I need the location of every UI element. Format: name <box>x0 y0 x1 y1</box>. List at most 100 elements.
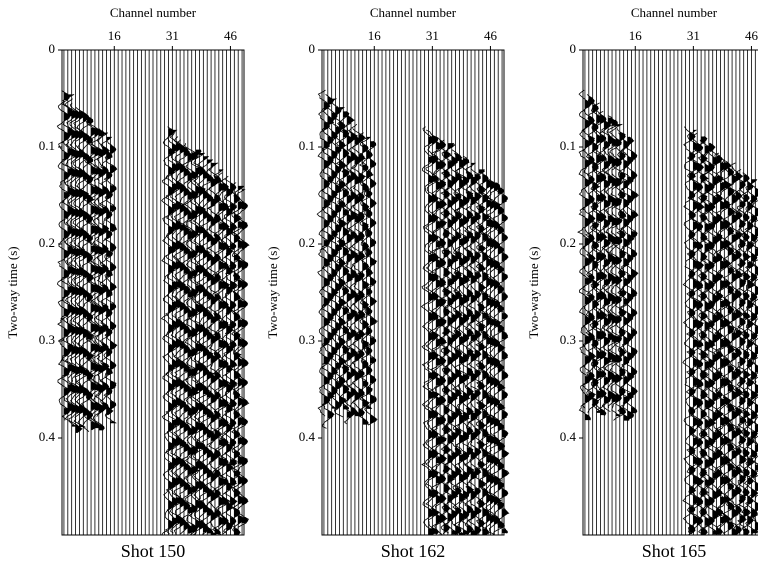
wiggle-fill <box>623 140 630 421</box>
wiggle-fill <box>604 121 611 416</box>
wiggle-fill <box>447 143 454 534</box>
wiggle <box>103 141 118 424</box>
wiggle <box>483 179 499 534</box>
wiggle-fill <box>370 141 377 424</box>
y-tick-label: 0.3 <box>299 332 315 347</box>
wiggle-fill <box>191 152 198 533</box>
plot-frame <box>321 49 505 536</box>
wiggle-fill <box>339 107 346 418</box>
wiggle-fill <box>612 119 618 402</box>
wiggle <box>689 132 705 534</box>
wiggle-fill <box>94 128 101 429</box>
wiggle <box>215 172 231 536</box>
wiggle-fill <box>366 136 373 409</box>
wiggle-fill <box>218 169 225 526</box>
wiggle-fill <box>600 115 607 416</box>
wiggle <box>222 178 238 534</box>
wiggle <box>732 169 747 534</box>
wiggle-fill <box>502 195 509 534</box>
wiggle-fill <box>728 167 735 530</box>
x-tick-label: 31 <box>687 28 700 43</box>
x-tick-label: 46 <box>745 28 758 43</box>
x-tick-label: 46 <box>224 28 238 43</box>
wiggle-fill <box>102 132 109 411</box>
wiggle-fill <box>242 189 249 524</box>
wiggle-fill <box>354 124 361 417</box>
wiggle-fill <box>327 96 334 419</box>
wiggle <box>340 115 355 418</box>
wiggle-fill <box>751 179 758 534</box>
wiggle-fill <box>351 119 357 416</box>
wiggle-fill <box>619 132 626 415</box>
wiggle <box>751 185 758 524</box>
y-tick-label: 0.2 <box>560 235 576 250</box>
y-tick-label: 0.1 <box>39 138 55 153</box>
y-tick-label: 0.1 <box>299 138 315 153</box>
wiggle-fill <box>234 182 241 535</box>
wiggle <box>701 142 717 534</box>
wiggle-fill <box>743 174 750 535</box>
wiggle-fill <box>207 159 214 534</box>
y-axis-label: Two-way time (s) <box>5 246 20 338</box>
panel: Channel number Shot 165 Two-way time (s) 16… <box>526 5 758 561</box>
wiggle-fill <box>343 111 350 410</box>
y-tick-label: 0.4 <box>39 429 56 444</box>
y-tick-label: 0 <box>49 41 56 56</box>
y-tick-label: 0.4 <box>560 429 577 444</box>
wiggle-fill <box>467 159 474 534</box>
wiggle-fill <box>443 139 450 532</box>
y-tick-label: 0.2 <box>39 235 55 250</box>
wiggle <box>335 111 350 410</box>
wiggle <box>740 175 755 535</box>
wiggle-fill <box>230 183 237 526</box>
wiggle-fill <box>203 156 210 533</box>
wiggle <box>581 94 597 409</box>
wiggle-fill <box>471 162 478 535</box>
wiggle-fill <box>172 129 179 526</box>
wiggle-fill <box>362 132 369 425</box>
x-tick-label: 46 <box>484 28 498 43</box>
y-axis-label: Two-way time (s) <box>526 246 541 338</box>
wiggle-fill <box>704 145 711 526</box>
x-axis-label: Channel number <box>370 5 457 20</box>
wiggle <box>601 115 616 413</box>
wiggle <box>428 133 444 534</box>
wiggle-fill <box>494 182 501 525</box>
wiggle <box>459 159 475 534</box>
wiggle <box>211 169 227 534</box>
y-tick-label: 0 <box>570 41 577 56</box>
wiggle-fill <box>474 174 481 535</box>
wiggle-fill <box>195 149 202 528</box>
wiggle-fill <box>739 169 746 534</box>
y-tick-label: 0 <box>309 41 316 56</box>
x-tick-label: 31 <box>426 28 439 43</box>
wiggle <box>165 129 181 535</box>
wiggle-fill <box>91 127 97 430</box>
wiggle-fill <box>347 115 354 418</box>
wiggle-fill <box>222 182 229 525</box>
wiggle-fill <box>106 136 113 415</box>
x-tick-label: 31 <box>166 28 179 43</box>
wiggle-fill <box>627 136 634 419</box>
wiggle-fill <box>110 145 117 424</box>
wiggle-fill <box>211 162 218 535</box>
x-tick-label: 16 <box>108 28 122 43</box>
wiggle-fill <box>459 158 466 535</box>
x-axis-label: Channel number <box>631 5 718 20</box>
wiggle <box>747 182 758 535</box>
plot-frame <box>61 49 245 536</box>
y-tick-label: 0.2 <box>299 235 315 250</box>
panel-title: Shot 162 <box>381 541 446 561</box>
wiggle-fill <box>498 187 505 528</box>
wiggle-fill <box>71 98 78 427</box>
wiggle-fill <box>478 169 485 528</box>
wiggle-fill <box>358 134 365 417</box>
y-tick-label: 0.4 <box>299 429 316 444</box>
wiggle-fill <box>631 151 638 414</box>
wiggle-fill <box>98 130 105 431</box>
panel: Channel number Shot 162 Two-way time (s) 16… <box>265 5 510 561</box>
wiggle <box>685 129 701 535</box>
wiggle-fill <box>588 96 595 401</box>
plot-frame <box>582 49 758 536</box>
